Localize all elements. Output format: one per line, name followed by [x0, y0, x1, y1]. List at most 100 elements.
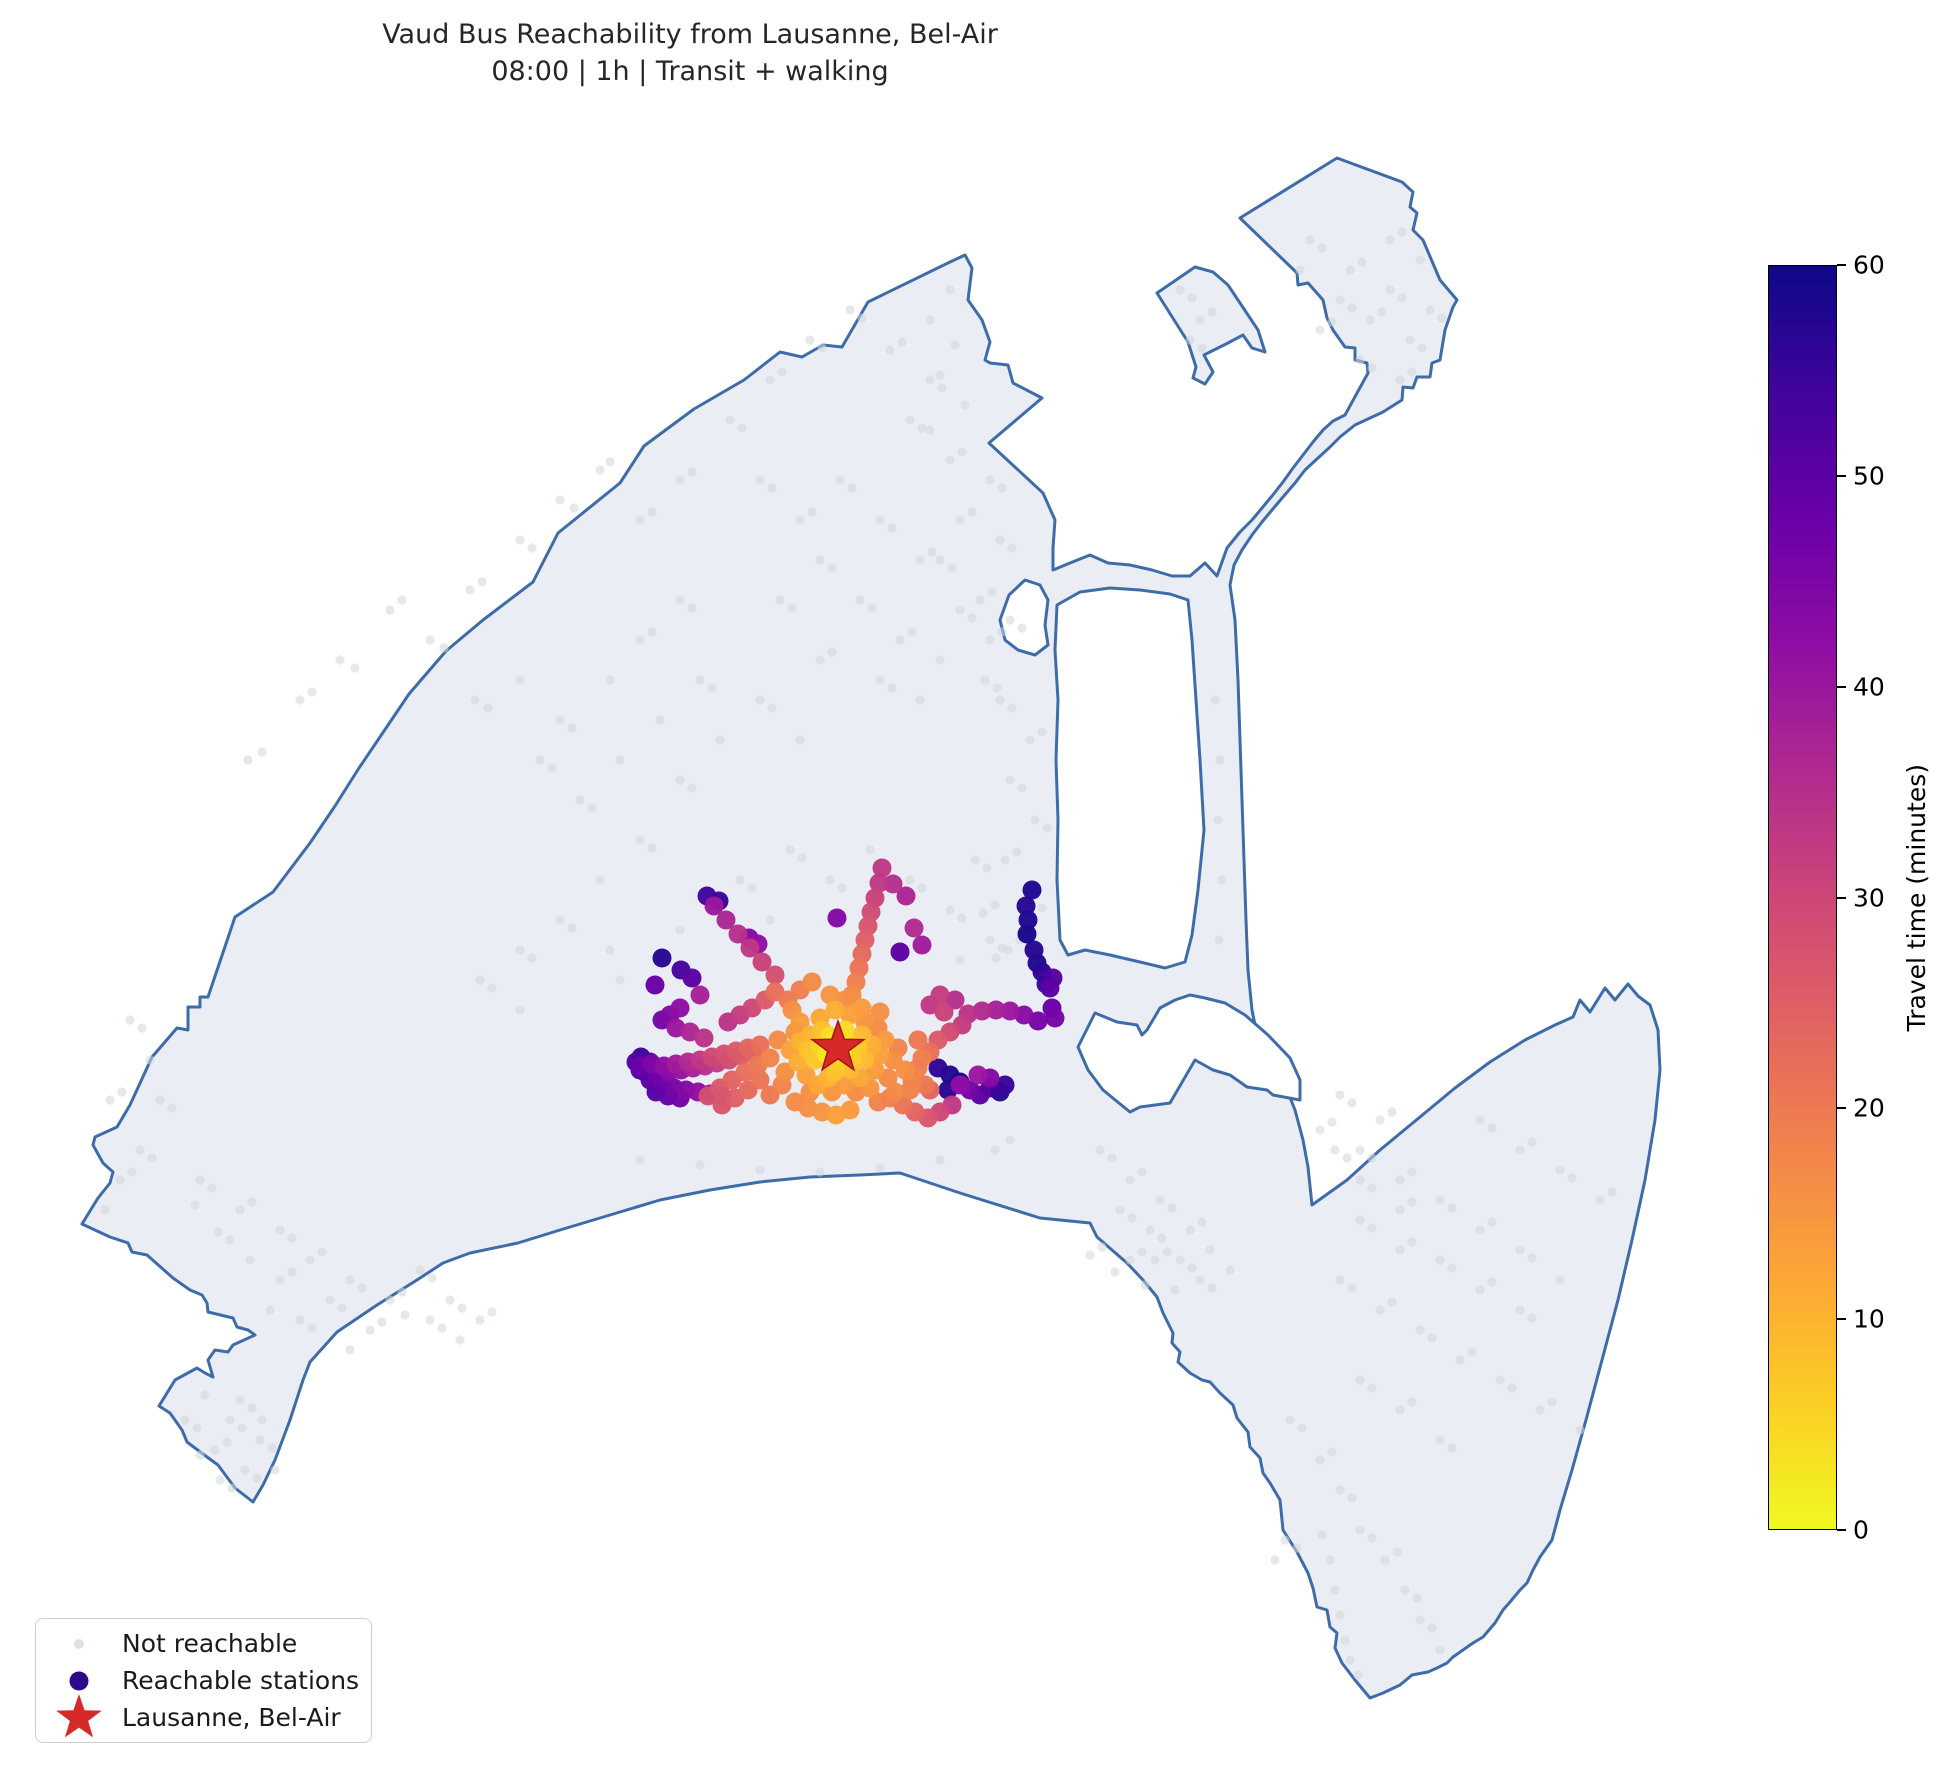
not-reachable-station-dot	[937, 383, 947, 393]
reachable-station-dot	[890, 942, 910, 962]
not-reachable-station-dot	[569, 503, 579, 513]
not-reachable-station-dot	[845, 305, 855, 315]
not-reachable-station-dot	[887, 523, 897, 533]
reachable-station-dot	[885, 1082, 905, 1102]
not-reachable-station-dot	[345, 1345, 355, 1355]
not-reachable-station-dot	[1407, 1237, 1417, 1247]
not-reachable-station-dot	[1427, 1333, 1437, 1343]
legend-label: Lausanne, Bel-Air	[122, 1703, 341, 1732]
not-reachable-station-dot	[207, 1183, 217, 1193]
not-reachable-station-dot	[117, 1087, 127, 1097]
not-reachable-station-dot	[295, 1315, 305, 1325]
not-reachable-station-dot	[192, 1423, 202, 1433]
reachable-station-dot	[750, 1035, 770, 1055]
colorbar-tick-label: 10	[1853, 1304, 1885, 1334]
reachable-station-dot	[682, 968, 702, 988]
not-reachable-station-dot	[1125, 1255, 1135, 1265]
not-reachable-station-dot	[875, 675, 885, 685]
reachable-station-dot	[908, 1030, 928, 1050]
not-reachable-station-dot	[635, 515, 645, 525]
colorbar-tick-label: 40	[1853, 672, 1885, 702]
reachable-station-dot	[760, 1048, 780, 1068]
reachable-station-dot	[912, 935, 932, 955]
not-reachable-station-dot	[1007, 703, 1017, 713]
not-reachable-station-dot	[837, 883, 847, 893]
not-reachable-station-dot	[1005, 775, 1015, 785]
not-reachable-station-dot	[167, 1103, 177, 1113]
reachable-station-dot	[995, 1075, 1015, 1095]
not-reachable-station-dot	[1447, 1443, 1457, 1453]
not-reachable-station-dot	[787, 603, 797, 613]
not-reachable-station-dot	[1487, 1277, 1497, 1287]
reachable-station-dot	[690, 985, 710, 1005]
legend: Not reachable Reachable stations Lausann…	[35, 1618, 372, 1743]
not-reachable-station-dot	[1607, 1187, 1617, 1197]
not-reachable-station-dot	[305, 1255, 315, 1265]
not-reachable-station-dot	[605, 457, 615, 467]
enclave-hole	[1076, 993, 1302, 1114]
not-reachable-station-dot	[1395, 1405, 1405, 1415]
not-reachable-station-dot	[1412, 1593, 1422, 1603]
not-reachable-station-dot	[715, 735, 725, 745]
not-reachable-station-dot	[213, 1227, 223, 1237]
not-reachable-station-dot	[1210, 695, 1220, 705]
reachable-station-dot	[900, 1080, 920, 1100]
not-reachable-station-dot	[807, 507, 817, 517]
not-reachable-station-dot	[427, 1273, 437, 1283]
origin-star	[810, 1018, 866, 1072]
not-reachable-station-dot	[997, 483, 1007, 493]
not-reachable-station-dot	[647, 507, 657, 517]
not-reachable-station-dot	[767, 703, 777, 713]
not-reachable-station-dot	[1003, 945, 1013, 955]
not-reachable-station-dot	[1347, 1098, 1357, 1108]
colorbar-tick-mark	[1837, 1529, 1846, 1531]
not-reachable-station-dot	[785, 845, 795, 855]
not-reachable-station-dot	[535, 755, 545, 765]
reachable-station-dot	[870, 1002, 890, 1022]
not-reachable-station-dot	[995, 695, 1005, 705]
not-reachable-station-dot	[555, 915, 565, 925]
not-reachable-station-dot	[1380, 1555, 1390, 1565]
not-reachable-station-dot	[945, 905, 955, 915]
not-reachable-station-dot	[1427, 1623, 1437, 1633]
not-reachable-station-dot	[777, 367, 787, 377]
colorbar-tick-label: 20	[1853, 1093, 1885, 1123]
enclave-hole	[1053, 586, 1206, 970]
not-reachable-station-dot	[795, 735, 805, 745]
not-reachable-station-dot	[1187, 293, 1197, 303]
reachable-station-dot	[740, 938, 760, 958]
chart-title: Vaud Bus Reachability from Lausanne, Bel…	[382, 19, 998, 50]
reachable-station-dot	[765, 965, 785, 985]
not-reachable-station-dot	[243, 755, 253, 765]
not-reachable-station-dot	[1162, 1247, 1172, 1257]
not-reachable-station-dot	[1327, 1447, 1337, 1457]
not-reachable-station-dot	[335, 655, 345, 665]
not-reachable-station-dot	[795, 515, 805, 525]
not-reachable-station-dot	[1335, 295, 1345, 305]
not-reachable-station-dot	[465, 585, 475, 595]
reachable-station-dot	[1000, 1001, 1020, 1021]
not-reachable-station-dot	[1110, 1267, 1120, 1277]
not-reachable-station-dot	[1327, 317, 1337, 327]
not-reachable-station-dot	[737, 423, 747, 433]
not-reachable-station-dot	[1317, 243, 1327, 253]
not-reachable-station-dot	[885, 345, 895, 355]
not-reachable-station-dot	[605, 945, 615, 955]
reachable-station-dot	[820, 985, 840, 1005]
not-reachable-station-dot	[1355, 1375, 1365, 1385]
legend-item-not-reachable: Not reachable	[36, 1627, 371, 1661]
not-reachable-station-dot	[915, 695, 925, 705]
not-reachable-station-dot	[1415, 255, 1425, 265]
not-reachable-station-dot	[265, 1305, 275, 1315]
not-reachable-station-dot	[1285, 1415, 1295, 1425]
not-reachable-station-dot	[797, 853, 807, 863]
not-reachable-station-dot	[527, 953, 537, 963]
not-reachable-station-dot	[947, 563, 957, 573]
not-reachable-station-dot	[400, 1310, 410, 1320]
not-reachable-station-dot	[235, 1395, 245, 1405]
not-reachable-station-dot	[991, 953, 1001, 963]
not-reachable-station-dot	[635, 635, 645, 645]
not-reachable-station-dot	[1367, 1183, 1377, 1193]
not-reachable-station-dot	[970, 855, 980, 865]
not-reachable-station-dot	[1175, 1255, 1185, 1265]
